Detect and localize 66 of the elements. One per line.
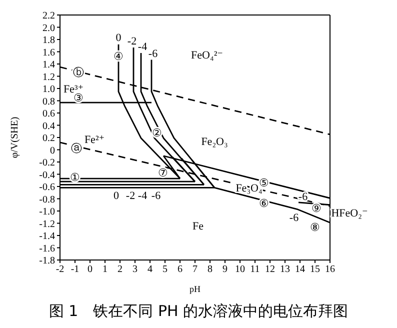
text: 图 1 铁在不同 PH 的水溶液中的电位布拜图 [48,302,350,321]
y-tick-label: 1.4 [42,60,55,71]
x-tick-label: 9 [222,264,228,276]
y-tick-label: 1.2 [42,72,55,83]
annotation: -6 [151,190,162,202]
annotation: ⑥ [259,198,269,210]
y-tick-label: -1.4 [39,231,55,242]
y-tick-label: 0.6 [42,108,55,120]
y-tick-label: -0.2 [39,158,55,169]
annotation: ⓐ [71,142,82,155]
y-axis-title: φ/V(SHE) [10,116,21,158]
annotation: Fe₃O₄ [236,182,262,195]
x-axis-title: pH [190,284,201,294]
x-tick-label: 16 [325,264,335,276]
x-tick-label: 0 [88,264,92,276]
annotation: 0 [116,32,122,44]
y-tick-label: 2.2 [42,10,55,22]
annotation: ⑦ [158,167,168,180]
x-tick-label: 4 [148,264,152,276]
x-tick-label: 11 [250,264,260,276]
x-tick-label: 10 [235,264,245,276]
annotation: FeO₄²⁻ [191,50,224,62]
x-tick-label: 8 [208,264,212,276]
annotation: ⑨ [312,202,322,215]
x-tick-label: 3 [132,264,138,276]
x-tick-label: 12 [265,264,275,276]
annotation: -2 [127,36,137,48]
annotation: ⑧ [310,222,320,234]
x-tick-label: 7 [192,264,198,276]
y-tick-label: 2.0 [42,22,55,34]
y-tick-label: 0 [50,145,55,156]
annotation: ③ [73,92,84,105]
x-tick-label: 1 [102,264,108,276]
text: HFeO₂⁻ [331,208,368,220]
y-tick-label: 1.8 [42,35,55,46]
y-tick-label: -1.0 [39,206,55,218]
x-tick-label: 5 [162,264,168,276]
y-tick-label: -0.4 [39,170,55,181]
y-tick-label: 1.6 [42,47,55,58]
y-tick-label: 0.8 [42,96,55,108]
y-tick-label: -1.8 [39,256,55,267]
x-tick-label: -1 [70,264,80,276]
annotation: -6 [148,48,158,60]
annotation: 0 [114,190,120,202]
y-tick-label: -0.6 [39,182,55,194]
annotation: Fe [192,220,204,233]
annotation: ⓑ [72,66,84,79]
x-tick-label: 2 [118,264,122,276]
x-tick-label: 13 [280,264,290,276]
annotation: -4 [138,41,148,54]
y-tick-label: 0.4 [42,120,55,132]
annotation: -2 [126,190,136,202]
y-tick-label: -1.2 [39,218,55,230]
x-tick-label: 15 [310,264,320,276]
annotation: Fe²⁺ [84,134,105,146]
y-tick-label: -1.6 [39,243,55,254]
x-tick-label: 6 [178,264,182,276]
y-tick-label: 1.0 [42,84,55,96]
x-tick-label: 14 [295,264,305,276]
annotation: Fe₂O₃ [201,136,228,148]
annotation: -6 [289,212,300,224]
x-tick-label: -2 [56,264,64,276]
annotation: -6 [298,191,308,204]
y-tick-label: -0.8 [39,194,55,206]
annotation: -4 [138,190,148,202]
y-tick-label: 0.2 [42,133,55,144]
